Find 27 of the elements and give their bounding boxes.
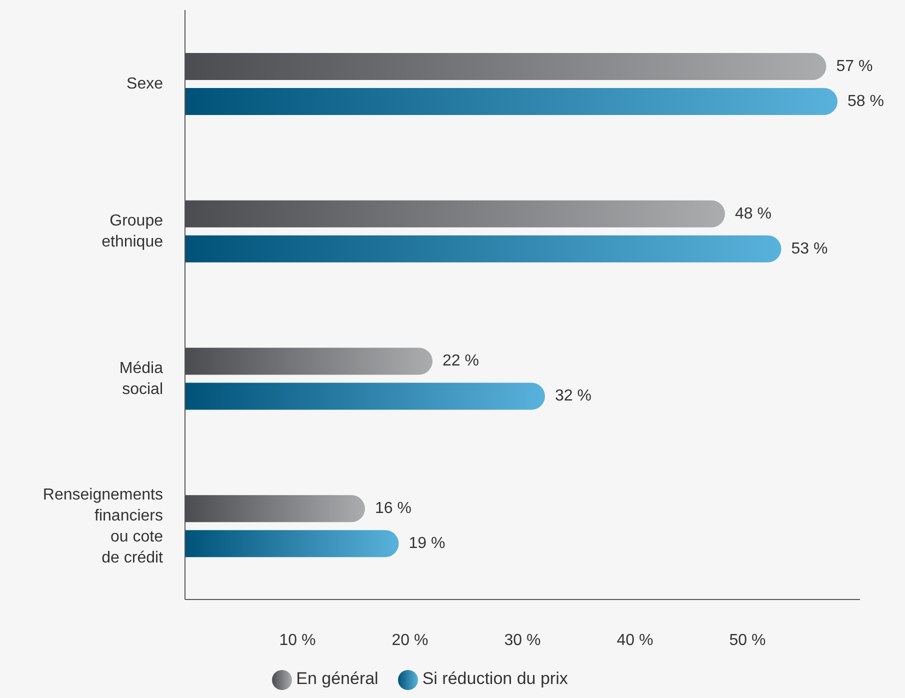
bar [185, 495, 365, 522]
data-label: 58 % [848, 93, 884, 110]
y-tick-label: Groupe ethnique [102, 212, 164, 250]
y-tick-label: Sexe [126, 75, 164, 92]
legend-label: En général [296, 669, 378, 688]
data-label: 53 % [791, 240, 828, 258]
data-label: 16 % [375, 500, 412, 518]
bar [185, 530, 399, 558]
bar [185, 235, 782, 262]
data-label: 32 % [555, 388, 592, 405]
data-label: 22 % [442, 352, 479, 370]
bar [185, 382, 545, 410]
x-tick-label: 10 % [279, 632, 316, 649]
x-tick-label: 20 % [392, 632, 428, 649]
legend-label: Si réduction du prix [422, 669, 568, 688]
x-tick-label: 50 % [729, 632, 766, 649]
y-tick-label: Renseignements financiers ou cote de crédit [42, 486, 164, 566]
bar [185, 53, 826, 80]
bar [185, 200, 725, 228]
data-label: 48 % [735, 205, 772, 222]
x-tick-label: 40 % [616, 632, 654, 649]
bar [185, 348, 432, 375]
y-tick-label: Média social [119, 359, 164, 398]
data-label: 19 % [408, 535, 446, 552]
data-label: 57 % [836, 58, 873, 75]
bar [185, 88, 838, 115]
x-tick-label: 30 % [504, 632, 541, 649]
